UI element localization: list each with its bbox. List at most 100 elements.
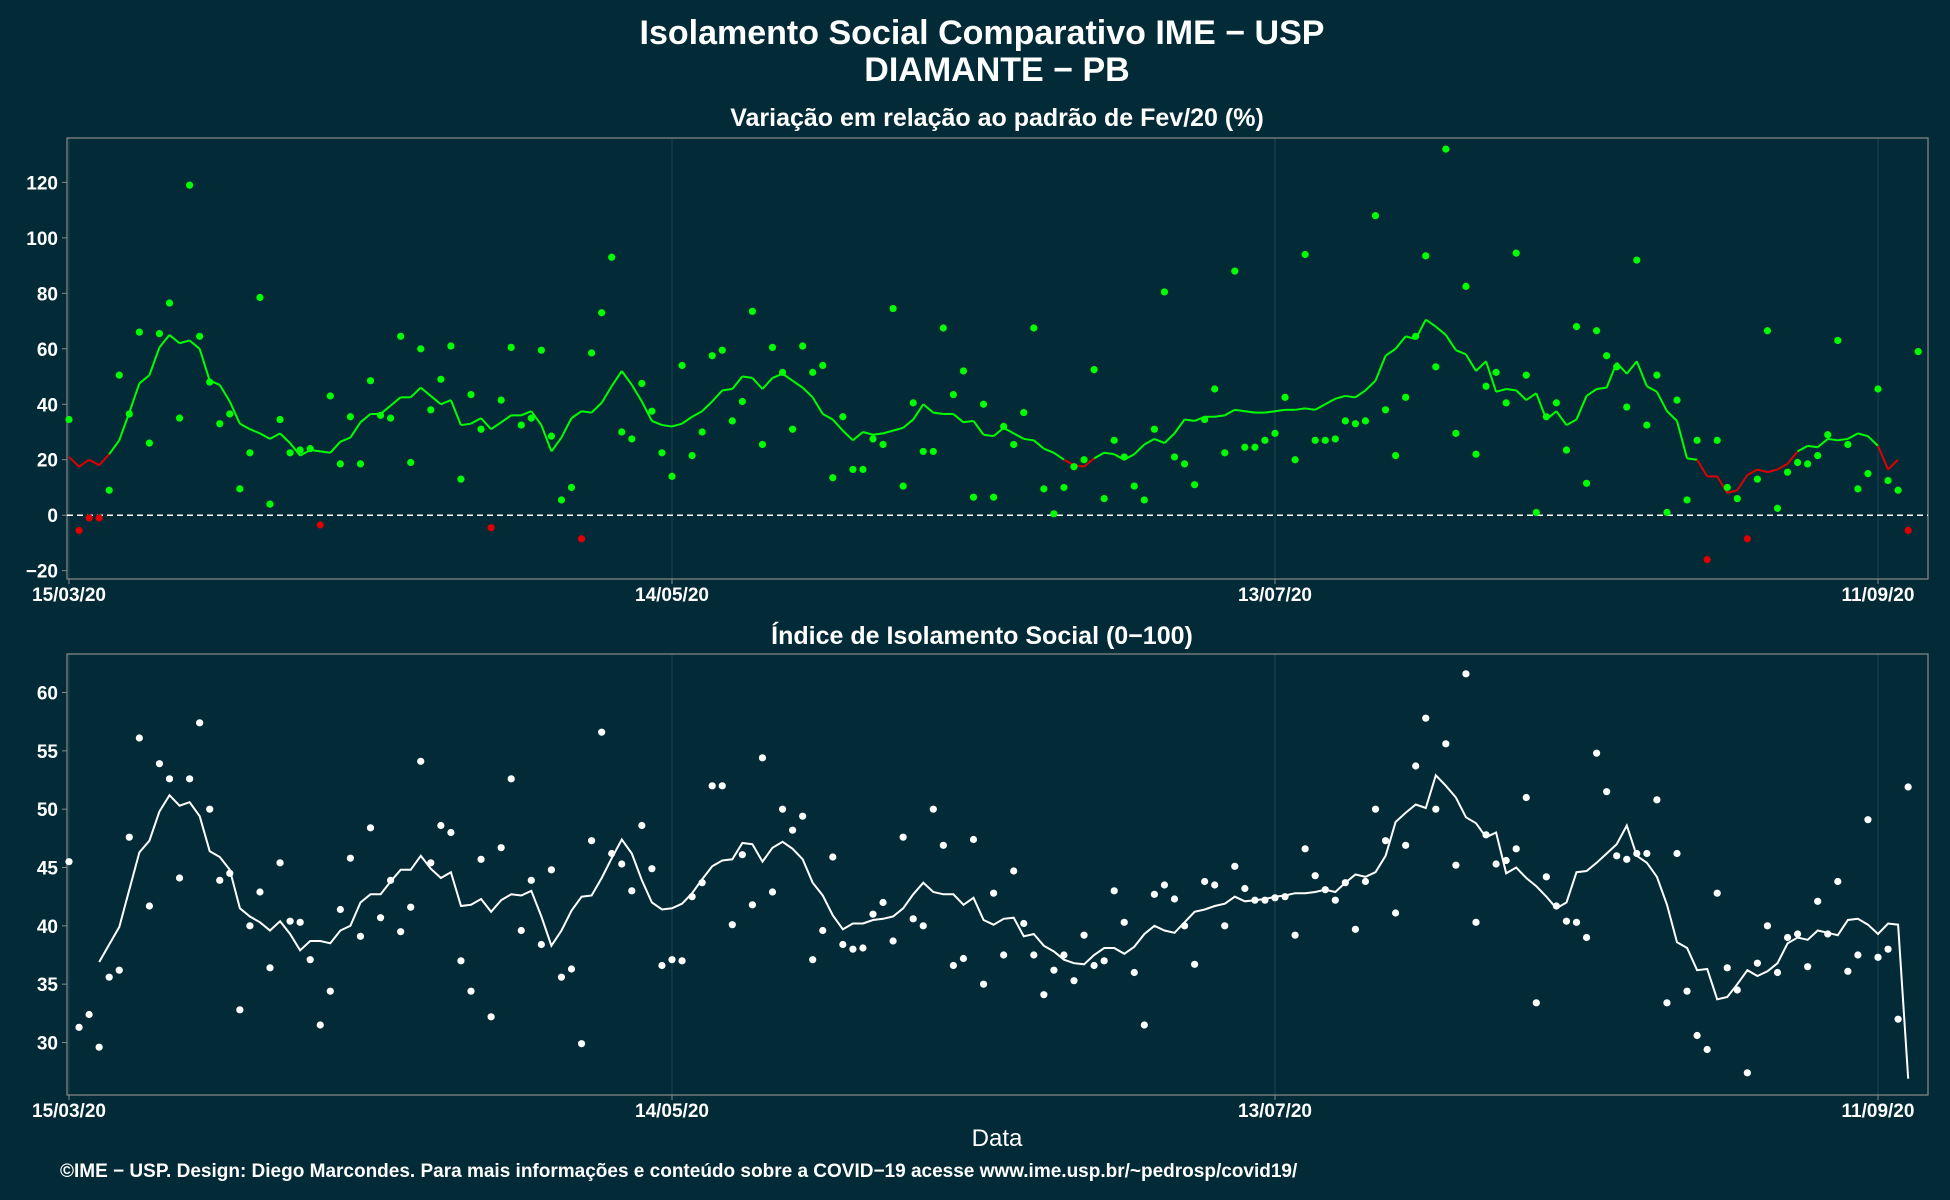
moving-average-segment xyxy=(701,400,713,412)
data-point xyxy=(567,483,576,492)
data-point xyxy=(969,835,978,844)
data-point xyxy=(467,390,475,399)
data-point xyxy=(346,413,354,421)
moving-average-segment xyxy=(530,410,543,426)
x-tick-label: 13/07/20 xyxy=(1238,585,1312,606)
data-point xyxy=(1623,403,1631,411)
data-point xyxy=(1090,365,1098,374)
data-point xyxy=(125,833,133,841)
moving-average-segment xyxy=(1354,389,1367,399)
data-point xyxy=(115,966,123,974)
moving-average-segment xyxy=(1104,451,1115,456)
data-point xyxy=(929,447,937,456)
data-point xyxy=(1211,385,1219,393)
data-point xyxy=(366,377,375,385)
data-point xyxy=(95,514,103,522)
data-point xyxy=(105,486,113,494)
moving-average-segment xyxy=(1777,463,1789,471)
moving-average-segment xyxy=(620,370,633,386)
data-point xyxy=(1743,535,1751,543)
data-point xyxy=(698,879,706,887)
data-point xyxy=(1281,393,1289,401)
data-point xyxy=(1753,475,1761,483)
data-point xyxy=(105,973,113,981)
moving-average-segment xyxy=(168,334,181,345)
moving-average-segment xyxy=(78,458,90,468)
data-point xyxy=(1110,887,1118,895)
data-point xyxy=(1201,415,1209,424)
data-point xyxy=(1402,841,1410,849)
data-point xyxy=(909,915,917,923)
data-point xyxy=(1080,931,1088,939)
data-point xyxy=(1854,951,1862,959)
moving-average-segment xyxy=(1465,353,1477,372)
data-point xyxy=(1572,323,1581,331)
data-point xyxy=(1753,959,1761,967)
data-point xyxy=(1613,363,1621,371)
data-point xyxy=(487,524,495,532)
moving-average-segment xyxy=(1184,418,1195,422)
data-point xyxy=(598,728,606,736)
data-point xyxy=(376,411,385,419)
data-point xyxy=(447,828,455,837)
data-point xyxy=(196,332,204,340)
moving-average-segment xyxy=(792,379,804,389)
moving-average-segment xyxy=(449,399,462,426)
data-point xyxy=(1743,1069,1751,1077)
moving-average-segment xyxy=(289,442,301,457)
data-point xyxy=(618,428,626,436)
data-point xyxy=(145,902,153,910)
data-point xyxy=(427,406,435,414)
data-point xyxy=(447,342,455,350)
moving-average-segment xyxy=(630,384,643,403)
data-point xyxy=(175,874,184,882)
moving-average-segment xyxy=(1656,391,1668,412)
moving-average-segment xyxy=(1214,414,1225,418)
data-point xyxy=(1130,482,1138,490)
data-point xyxy=(1653,796,1661,804)
data-point xyxy=(849,465,857,474)
data-point xyxy=(1673,396,1681,404)
data-point xyxy=(1030,951,1038,959)
moving-average-segment xyxy=(912,403,925,421)
moving-average-segment xyxy=(249,428,261,435)
moving-average-segment xyxy=(1867,435,1879,447)
moving-average-segment xyxy=(902,418,914,429)
moving-average-segment xyxy=(822,413,834,421)
moving-average-segment xyxy=(1143,438,1155,446)
data-point xyxy=(1783,933,1792,942)
panel-variation: −20 0 20 40 60 80 100 120 15/03/20 14/05/20 13/07/… xyxy=(26,137,1929,606)
data-point xyxy=(547,432,556,440)
data-point xyxy=(457,475,465,483)
data-point xyxy=(1763,327,1772,335)
data-point xyxy=(376,914,385,922)
data-point xyxy=(1010,440,1018,449)
data-point xyxy=(919,447,927,456)
data-point xyxy=(748,901,757,909)
data-point xyxy=(1311,436,1319,444)
moving-average-segment xyxy=(228,401,241,425)
data-point xyxy=(919,922,927,930)
moving-average-segment xyxy=(1173,418,1186,434)
data-point xyxy=(155,760,164,768)
data-point xyxy=(638,821,646,830)
data-point xyxy=(407,458,415,467)
data-point xyxy=(1542,413,1550,421)
moving-average-segment xyxy=(1757,468,1768,474)
moving-average-segment xyxy=(320,450,331,454)
data-point xyxy=(527,414,535,422)
data-point xyxy=(437,375,445,383)
data-point xyxy=(256,888,264,896)
moving-average-segment xyxy=(490,421,502,431)
data-point xyxy=(1060,483,1068,492)
data-point xyxy=(1482,831,1490,839)
moving-average-segment xyxy=(1394,335,1407,350)
data-point xyxy=(1432,805,1440,813)
y-tick-label: 20 xyxy=(37,451,58,472)
data-point xyxy=(246,922,254,930)
moving-average-segment xyxy=(1435,325,1447,336)
moving-average-segment xyxy=(1676,420,1689,459)
data-point xyxy=(1562,446,1571,454)
y-tick-label: 100 xyxy=(26,229,58,250)
data-point xyxy=(1020,919,1028,928)
